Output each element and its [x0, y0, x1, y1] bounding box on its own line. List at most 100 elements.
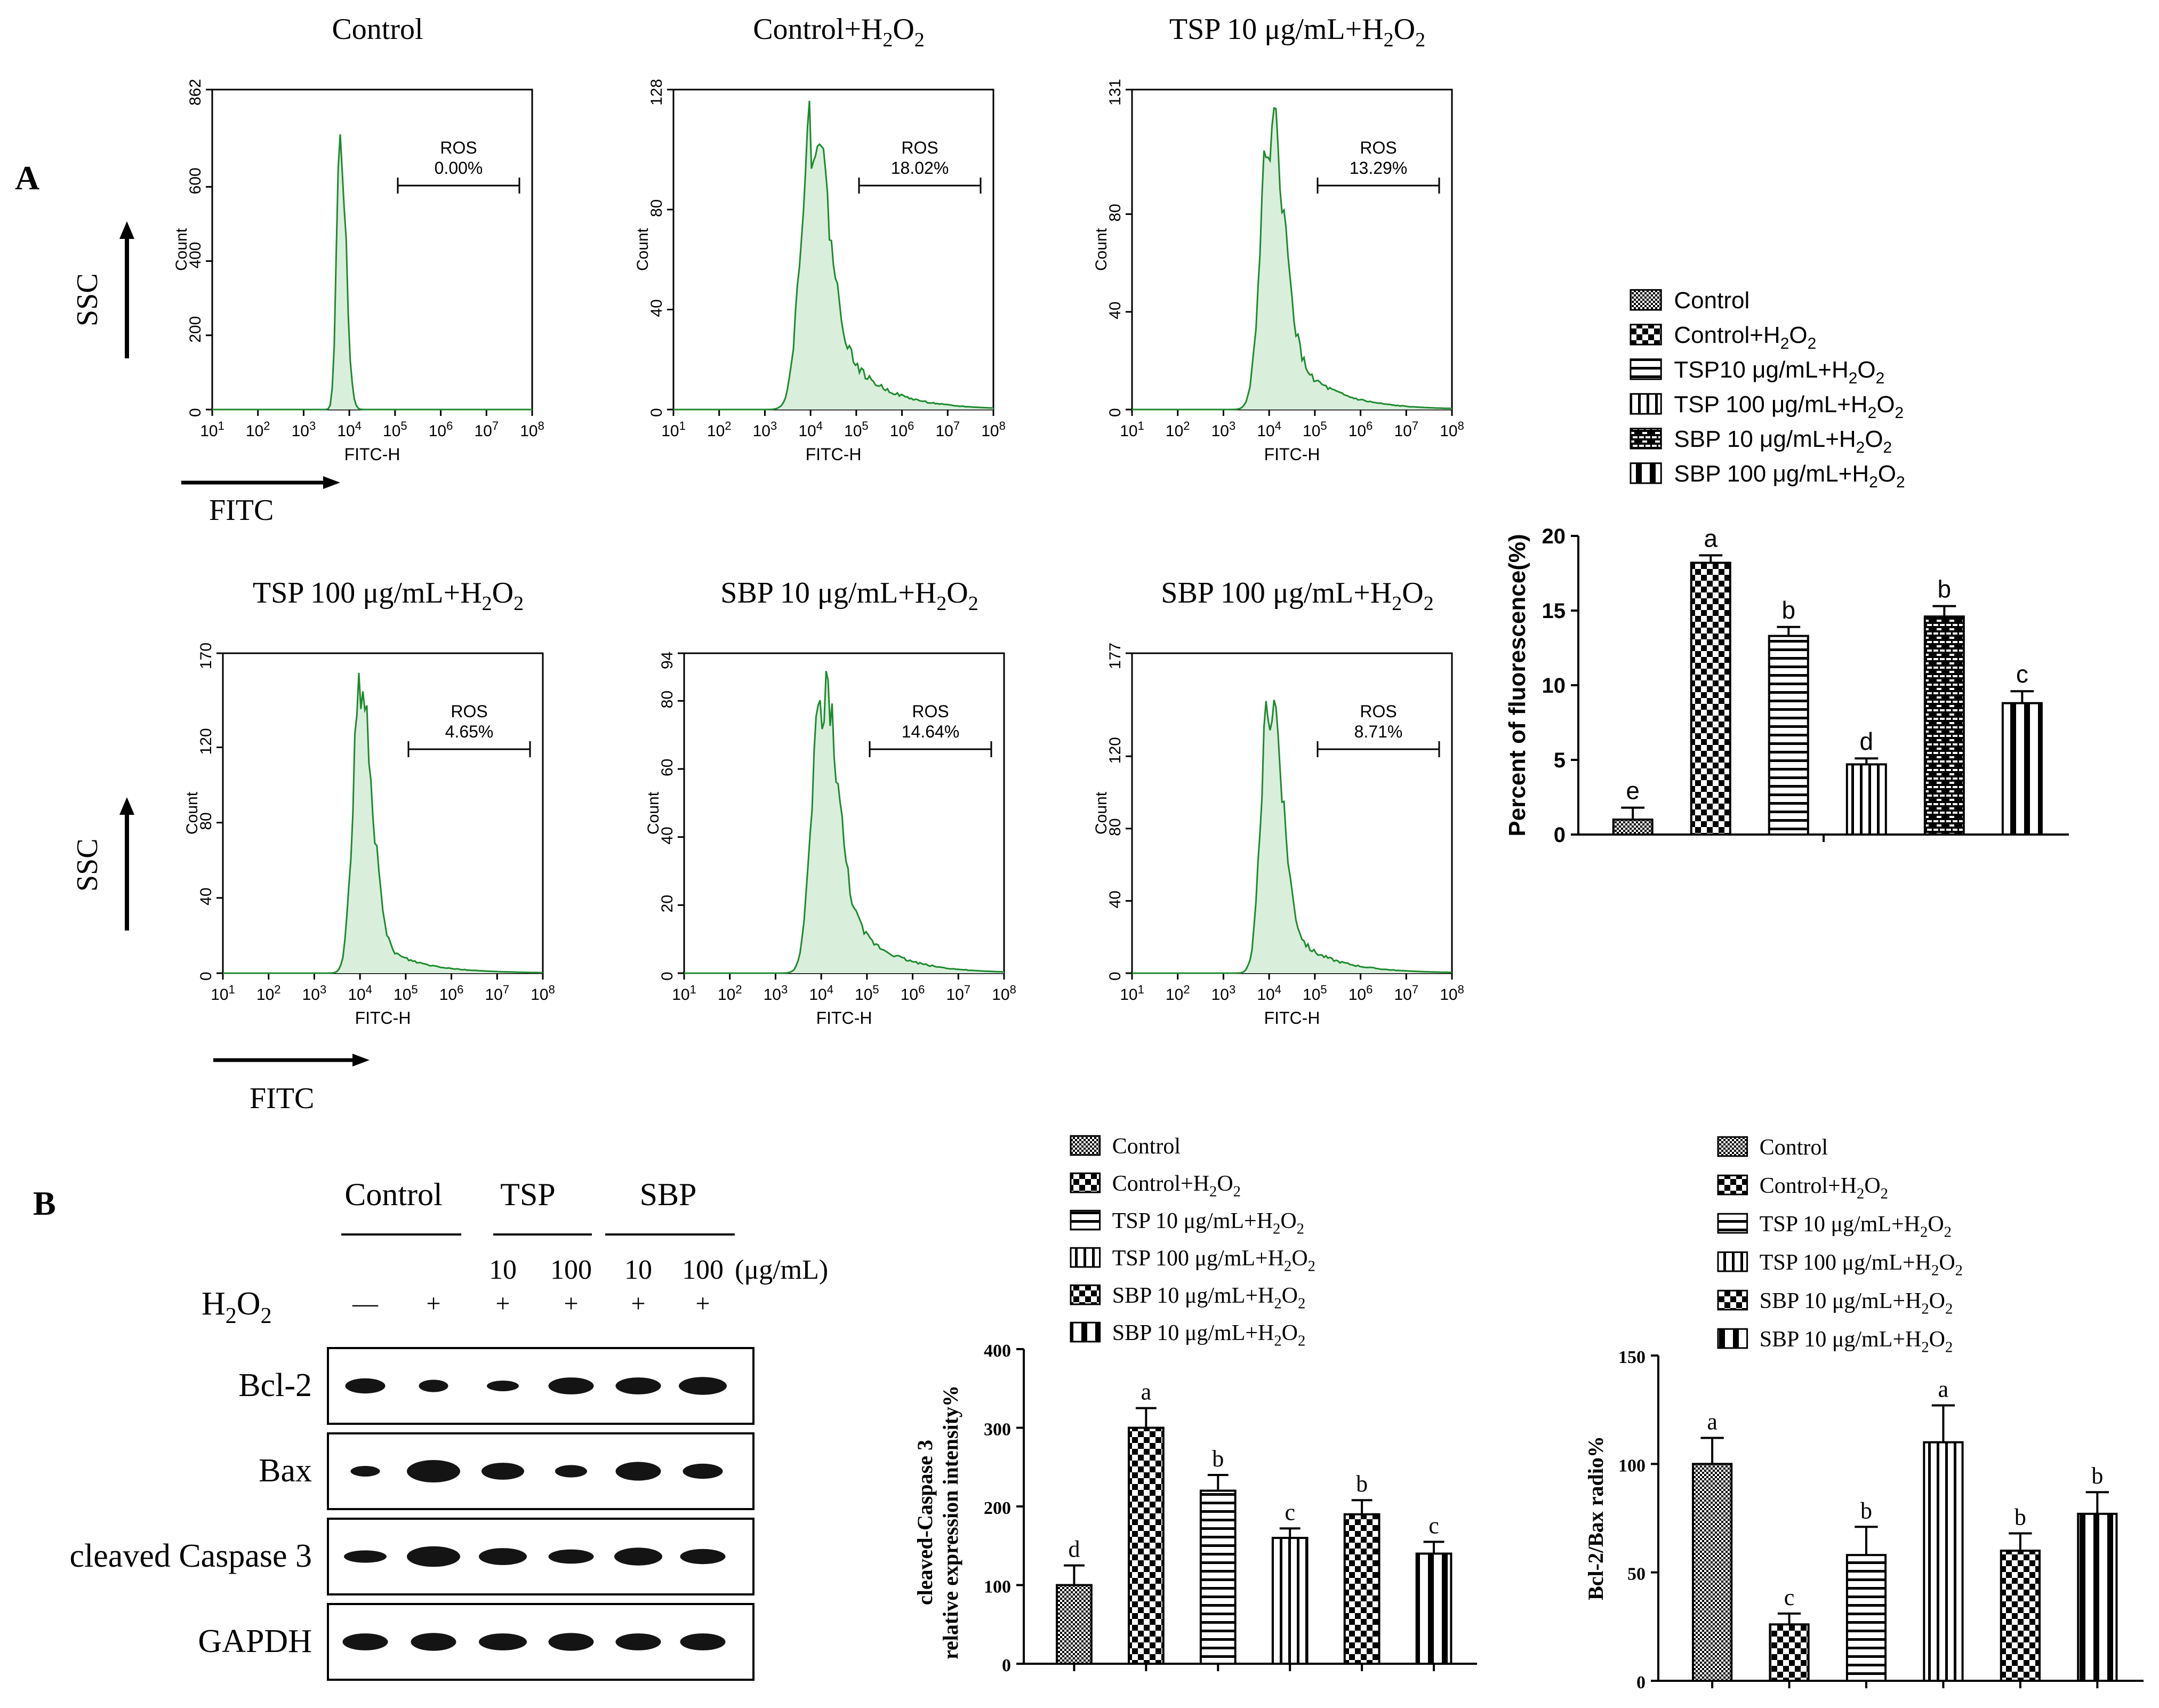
y-tick-label: 0 [1002, 1656, 1011, 1675]
panel-label-a: A [15, 159, 39, 197]
x-tick-label: 102 [256, 983, 281, 1004]
y-tick-label: 40 [1106, 891, 1124, 908]
x-tick-label: 108 [531, 983, 555, 1004]
y-tick-label: 600 [187, 167, 204, 194]
y-tick-label: 50 [1627, 1565, 1646, 1584]
group-header: Control [344, 1177, 442, 1212]
histogram-line [673, 100, 994, 411]
x-tick-label: 101 [661, 419, 686, 440]
significance-letter: a [1707, 1409, 1717, 1435]
flow-plot: TSP 10 μg/mL+H2O2 Count 0 40 80 131 101 102 103 1… [1093, 13, 1464, 464]
y-tick-label: 0 [187, 408, 204, 417]
significance-letter: b [1356, 1471, 1368, 1497]
flow-plot: Control+H2O2 Count 0 40 80 128 101 102 103 104 105… [634, 13, 1006, 464]
protein-band [679, 1377, 727, 1395]
legend-swatch [1070, 1172, 1101, 1193]
h2o2-sign: + [631, 1289, 645, 1318]
protein-band [615, 1377, 661, 1394]
protein-band [555, 1465, 587, 1478]
bar [1056, 1584, 1093, 1665]
legend-b-caspase: Control Control+H2O2 TSP 10 μg/mL+H2O2 TSP … [1070, 1134, 1315, 1350]
y-tick-label: 0 [648, 408, 665, 417]
ros-gate-label: ROS [901, 138, 938, 157]
y-tick-label: 20 [1542, 525, 1566, 548]
legend-entry: TSP 100 μg/mL+H2O2 [1112, 1246, 1315, 1275]
y-axis-label: relative expression intensity% [938, 1385, 962, 1659]
blot-label: GAPDH [198, 1623, 312, 1659]
histogram-fill [684, 671, 1004, 973]
ros-percent: 0.00% [435, 158, 483, 178]
x-tick-label: 101 [672, 983, 696, 1004]
y-axis-label: Percent of fluorescence(%) [1504, 534, 1530, 836]
h2o2-sign: + [564, 1289, 578, 1318]
ros-gate-label: ROS [440, 138, 477, 157]
x-tick-label: 101 [211, 983, 235, 1004]
flow-plot: Control Count 0 200 400 600 862 101 102 103 104 105… [173, 13, 544, 464]
bar [1690, 562, 1731, 836]
x-tick-label: 108 [981, 419, 1006, 440]
y-max-label: 131 [1106, 79, 1124, 106]
flow-plot-title: SBP 100 μg/mL+H2O2 [1161, 576, 1433, 615]
y-tick-label: 80 [1106, 818, 1124, 836]
x-tick-label: 108 [992, 983, 1016, 1004]
x-tick-label: 108 [1440, 419, 1464, 440]
legend-swatch [1630, 462, 1662, 484]
bar [2001, 702, 2043, 836]
flow-plot: SBP 10 μg/mL+H2O2 Count 0 20 40 60 80 94 101 102 1… [645, 576, 1016, 1028]
x-tick-label: 102 [1166, 419, 1190, 440]
protein-band [683, 1463, 723, 1479]
ros-percent: 14.64% [902, 722, 960, 741]
dose-label: 100 [682, 1255, 724, 1285]
y-max-label: 862 [187, 79, 204, 106]
x-tick-label: 105 [844, 419, 869, 440]
significance-letter: c [1428, 1512, 1439, 1538]
significance-letter: b [1860, 1497, 1872, 1523]
histogram-line [1132, 107, 1452, 411]
bar [1415, 1552, 1452, 1665]
protein-band [350, 1466, 380, 1477]
legend-entry: SBP 10 μg/mL+H2O2 [1760, 1327, 1953, 1356]
h2o2-label: H2O2 [202, 1286, 272, 1328]
blot-label: cleaved Caspase 3 [70, 1538, 312, 1574]
x-tick-label: 101 [1120, 983, 1144, 1004]
x-tick-label: 104 [1257, 419, 1281, 440]
ssc-arrow-bottom [119, 797, 134, 931]
histogram-fill [223, 672, 543, 973]
legend-entry: SBP 10 μg/mL+H2O2 [1760, 1289, 1953, 1318]
x-tick-label: 105 [1303, 983, 1327, 1004]
y-tick-label: 40 [1106, 301, 1124, 319]
significance-letter: c [1285, 1499, 1295, 1525]
ssc-label-top: SSC [71, 273, 104, 326]
y-tick-label: 40 [197, 887, 215, 905]
x-tick-label: 103 [753, 419, 777, 440]
ros-percent: 8.71% [1354, 722, 1403, 741]
significance-letter: b [2091, 1463, 2103, 1489]
fitc-label-bottom: FITC [250, 1082, 314, 1115]
x-tick-label: 103 [764, 983, 788, 1004]
protein-band [614, 1547, 662, 1566]
legend-entry: Control [1760, 1135, 1828, 1160]
legend-entry: SBP 10 μg/mL+H2O2 [1112, 1321, 1306, 1350]
h2o2-sign: + [695, 1289, 710, 1318]
y-tick-label: 80 [197, 812, 215, 830]
protein-band [548, 1633, 594, 1651]
y-tick-label: 0 [1636, 1673, 1646, 1693]
legend-b-bclbax: Control Control+H2O2 TSP 10 μg/mL+H2O2 TSP … [1717, 1135, 1963, 1356]
x-tick-label: 108 [1440, 983, 1464, 1004]
flow-plot: TSP 100 μg/mL+H2O2 Count 0 40 80 120 170 101 102… [183, 576, 555, 1028]
panel-label-b: B [33, 1184, 56, 1222]
legend-entry: SBP 10 μg/mL+H2O2 [1112, 1284, 1306, 1312]
protein-band [680, 1549, 726, 1565]
legend-entry: SBP 100 μg/mL+H2O2 [1674, 461, 1905, 491]
protein-band [407, 1546, 460, 1567]
y-tick-label: 120 [197, 728, 215, 755]
legend-swatch [1630, 393, 1662, 415]
y-tick-label: 0 [1106, 972, 1124, 981]
y-axis-label: Count [1093, 791, 1110, 835]
protein-band [411, 1633, 456, 1651]
y-max-label: 170 [197, 643, 215, 669]
significance-letter: c [2016, 660, 2028, 688]
x-tick-label: 106 [901, 983, 925, 1004]
y-tick-label: 100 [1618, 1456, 1646, 1476]
legend-entry: TSP 10 μg/mL+H2O2 [1760, 1212, 1952, 1241]
